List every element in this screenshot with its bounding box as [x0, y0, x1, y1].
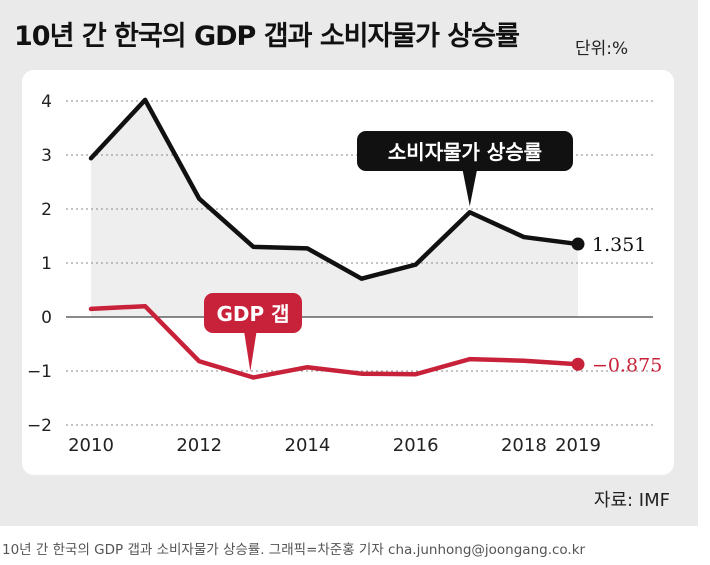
- x-tick-label: 2014: [285, 435, 331, 456]
- x-tick-label: 2018: [501, 435, 547, 456]
- cpi-line: [88, 97, 581, 281]
- y-tick-label: 4: [41, 92, 52, 112]
- cpi-callout-box: [357, 131, 573, 171]
- cpi-callout-label: 소비자물가 상승률: [388, 140, 542, 164]
- gap-callout-box: [204, 293, 302, 333]
- gap-callout-pointer: [244, 333, 257, 372]
- y-tick-label: 1: [41, 254, 52, 274]
- y-tick-label: 2: [41, 200, 52, 220]
- gap-end-point: [571, 357, 585, 371]
- unit-label: 단위:%: [575, 39, 629, 59]
- source-label: 자료: IMF: [593, 490, 670, 511]
- cpi-end-value-label: 1.351: [592, 234, 646, 256]
- cpi-end-point: [571, 237, 585, 251]
- x-tick-label: 2016: [393, 435, 439, 456]
- line-chart: 4 3 2 1 0 −1 −2 2010 2012 2014 2016 2018 2019 1.351 −0…: [27, 92, 662, 456]
- cpi-callout-pointer: [462, 171, 477, 207]
- chart-card: 10년 간 한국의 GDP 갭과 소비자물가 상승률 단위:% 4 3 2 1 0 −1 −…: [0, 0, 698, 526]
- y-tick-label: −2: [27, 416, 52, 436]
- x-tick-label: 2012: [176, 435, 222, 456]
- chart-title: 10년 간 한국의 GDP 갭과 소비자물가 상승률: [14, 21, 520, 52]
- gap-end-value-label: −0.875: [592, 354, 662, 376]
- image-caption: 10년 간 한국의 GDP 갭과 소비자물가 상승률. 그래픽=차준홍 기자 c…: [2, 542, 586, 558]
- gap-line: [88, 303, 581, 380]
- x-tick-label: 2010: [68, 435, 114, 456]
- gap-callout-label: GDP 갭: [216, 302, 289, 326]
- y-tick-label: 3: [41, 146, 52, 166]
- y-tick-label: 0: [41, 308, 52, 328]
- x-tick-label: 2019: [555, 435, 601, 456]
- y-tick-label: −1: [27, 362, 52, 382]
